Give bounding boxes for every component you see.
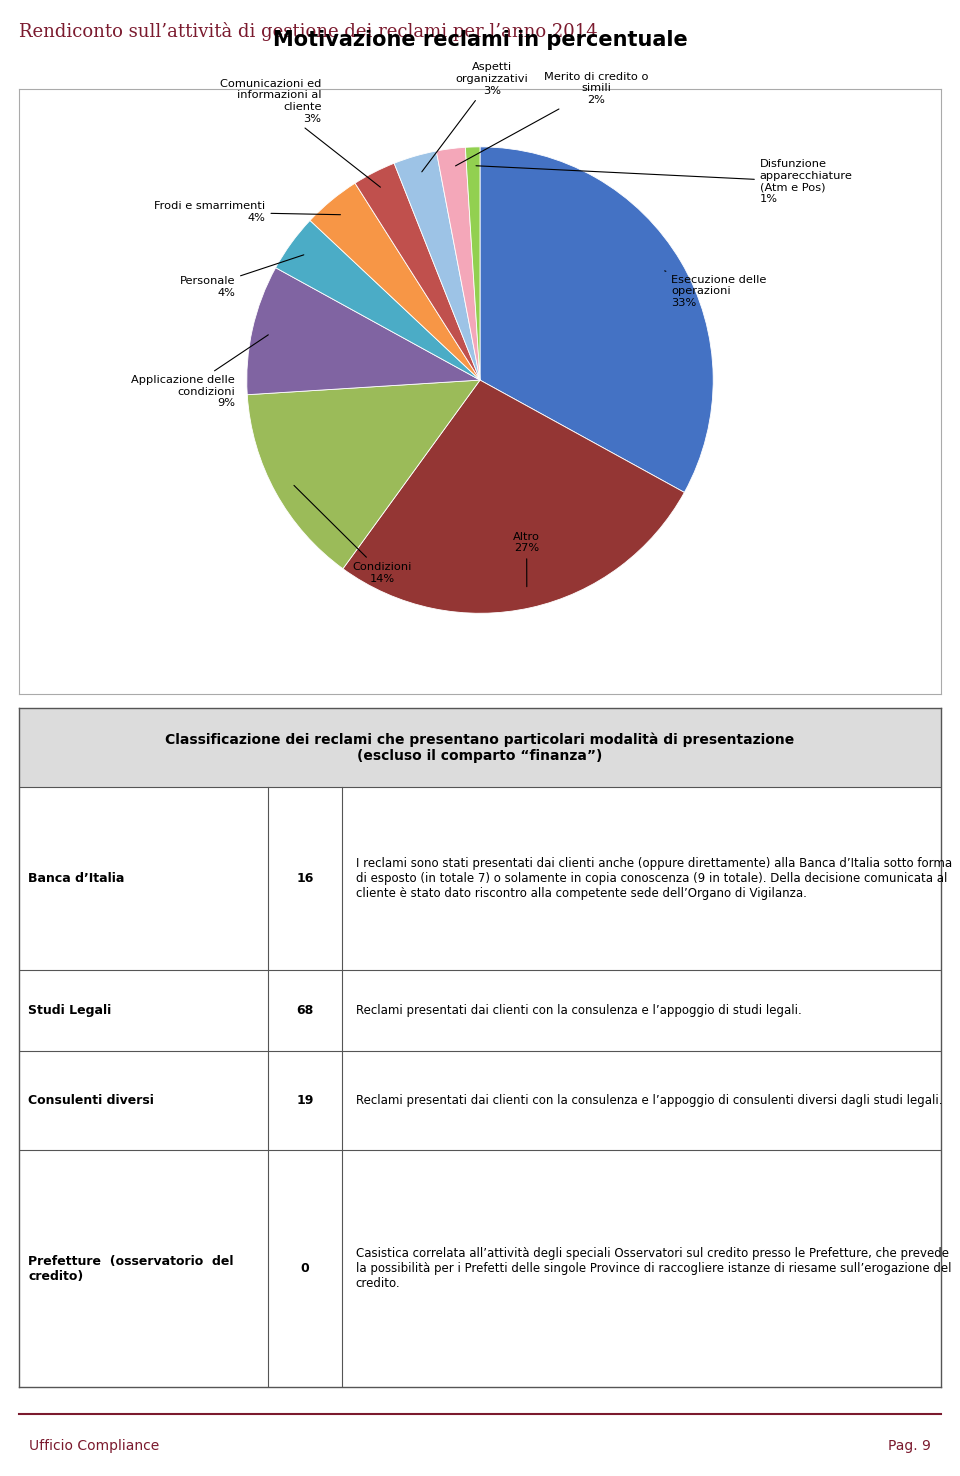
Text: Reclami presentati dai clienti con la consulenza e l’appoggio di studi legali.: Reclami presentati dai clienti con la co… <box>355 1004 802 1017</box>
Text: 19: 19 <box>297 1094 314 1107</box>
Title: Motivazione reclami in percentuale: Motivazione reclami in percentuale <box>273 30 687 50</box>
Text: 0: 0 <box>300 1262 309 1275</box>
Text: 68: 68 <box>297 1004 314 1017</box>
Text: Esecuzione delle
operazioni
33%: Esecuzione delle operazioni 33% <box>664 272 767 308</box>
Wedge shape <box>466 146 480 379</box>
Wedge shape <box>395 151 480 379</box>
Text: Personale
4%: Personale 4% <box>180 255 303 298</box>
Text: Reclami presentati dai clienti con la consulenza e l’appoggio di consulenti dive: Reclami presentati dai clienti con la co… <box>355 1094 942 1107</box>
Text: Aspetti
organizzativi
3%: Aspetti organizzativi 3% <box>421 62 528 171</box>
Text: Prefetture  (osservatorio  del
credito): Prefetture (osservatorio del credito) <box>29 1255 234 1283</box>
Text: Consulenti diversi: Consulenti diversi <box>29 1094 155 1107</box>
Text: Merito di credito o
simili
2%: Merito di credito o simili 2% <box>456 72 649 165</box>
Wedge shape <box>480 146 713 493</box>
Text: Applicazione delle
condizioni
9%: Applicazione delle condizioni 9% <box>132 335 268 409</box>
Text: Rendiconto sull’attività di gestione dei reclami per l’anno 2014: Rendiconto sull’attività di gestione dei… <box>19 22 598 41</box>
Text: Ufficio Compliance: Ufficio Compliance <box>29 1439 159 1452</box>
Text: Classificazione dei reclami che presentano particolari modalità di presentazione: Classificazione dei reclami che presenta… <box>165 732 795 763</box>
Text: Studi Legali: Studi Legali <box>29 1004 111 1017</box>
Text: I reclami sono stati presentati dai clienti anche (oppure direttamente) alla Ban: I reclami sono stati presentati dai clie… <box>355 856 951 900</box>
Text: Disfunzione
apparecchiature
(Atm e Pos)
1%: Disfunzione apparecchiature (Atm e Pos) … <box>476 159 852 204</box>
Text: Condizioni
14%: Condizioni 14% <box>294 486 412 583</box>
Text: 16: 16 <box>297 872 314 884</box>
Wedge shape <box>248 379 480 568</box>
Text: Frodi e smarrimenti
4%: Frodi e smarrimenti 4% <box>155 201 341 223</box>
Wedge shape <box>436 148 480 379</box>
Text: Casistica correlata all’attività degli speciali Osservatori sul credito presso l: Casistica correlata all’attività degli s… <box>355 1247 951 1290</box>
Wedge shape <box>247 267 480 394</box>
Wedge shape <box>276 220 480 379</box>
Text: Comunicazioni ed
informazioni al
cliente
3%: Comunicazioni ed informazioni al cliente… <box>220 78 380 187</box>
Wedge shape <box>343 379 684 613</box>
Wedge shape <box>310 183 480 379</box>
Text: Banca d’Italia: Banca d’Italia <box>29 872 125 884</box>
Text: Pag. 9: Pag. 9 <box>888 1439 931 1452</box>
Bar <box>19 708 941 787</box>
Wedge shape <box>355 164 480 379</box>
Text: Altro
27%: Altro 27% <box>514 531 540 586</box>
